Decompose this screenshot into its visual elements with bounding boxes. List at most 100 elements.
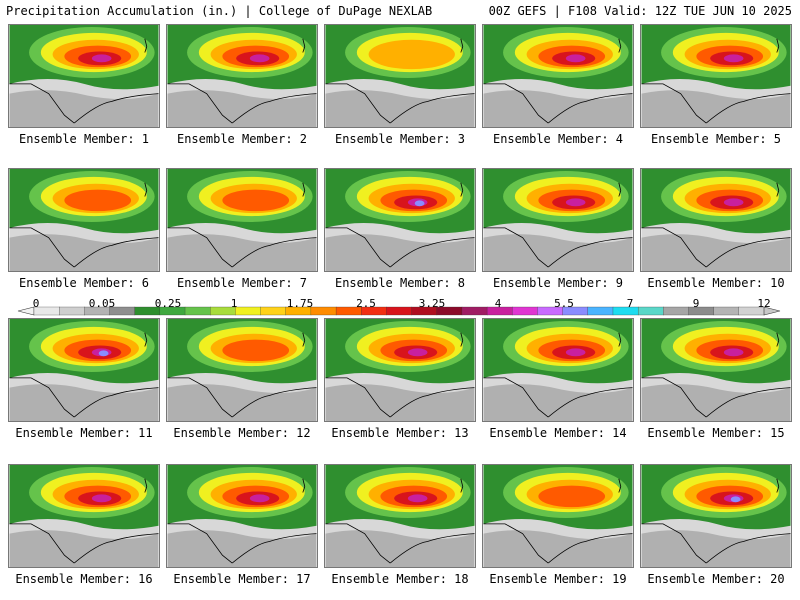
lake-outline bbox=[776, 478, 780, 493]
lake-outline bbox=[302, 478, 306, 493]
ensemble-panel: Ensemble Member: 9 bbox=[482, 168, 634, 292]
lake-outline bbox=[776, 332, 780, 347]
ensemble-member-label: Ensemble Member: 17 bbox=[173, 572, 311, 586]
colorbar-tick-label: 12 bbox=[757, 297, 771, 310]
state-border bbox=[325, 523, 391, 564]
precip-field bbox=[483, 169, 633, 271]
precip-field bbox=[641, 465, 791, 567]
ensemble-panel: Ensemble Member: 6 bbox=[8, 168, 160, 292]
ensemble-panel: Ensemble Member: 14 bbox=[482, 318, 634, 442]
precip-field bbox=[325, 25, 475, 127]
colorbar-tick-label: 0.25 bbox=[154, 297, 182, 310]
precip-field bbox=[641, 25, 791, 127]
state-border bbox=[9, 227, 75, 268]
colorbar-tick-label: 1.75 bbox=[286, 297, 314, 310]
ensemble-panel: Ensemble Member: 15 bbox=[640, 318, 792, 442]
lake-outline bbox=[618, 332, 622, 347]
coastline bbox=[73, 237, 159, 268]
ensemble-member-label: Ensemble Member: 20 bbox=[647, 572, 785, 586]
lake-outline bbox=[460, 332, 464, 347]
precip-field bbox=[325, 465, 475, 567]
ensemble-panel: Ensemble Member: 16 bbox=[8, 464, 160, 588]
ensemble-panel: Ensemble Member: 18 bbox=[324, 464, 476, 588]
precip-map bbox=[640, 24, 792, 128]
precip-map bbox=[324, 24, 476, 128]
ensemble-member-label: Ensemble Member: 14 bbox=[489, 426, 627, 440]
precip-map bbox=[8, 168, 160, 272]
lake-outline bbox=[776, 182, 780, 197]
colorbar-swatch bbox=[235, 306, 262, 316]
precip-field bbox=[9, 169, 159, 271]
coastline bbox=[389, 93, 475, 124]
ensemble-panel: Ensemble Member: 20 bbox=[640, 464, 792, 588]
lake-outline bbox=[776, 38, 780, 53]
ensemble-member-label: Ensemble Member: 5 bbox=[650, 132, 782, 146]
coastline bbox=[231, 93, 317, 124]
ensemble-panel: Ensemble Member: 5 bbox=[640, 24, 792, 148]
colorbar-swatch bbox=[260, 306, 287, 316]
colorbar-swatch bbox=[310, 306, 337, 316]
coastline bbox=[547, 237, 633, 268]
lake-outline bbox=[460, 182, 464, 197]
colorbar-swatch bbox=[386, 306, 413, 316]
precip-map bbox=[8, 318, 160, 422]
precip-map bbox=[482, 318, 634, 422]
precip-map bbox=[640, 464, 792, 568]
colorbar-swatch bbox=[512, 306, 538, 316]
precip-field bbox=[483, 25, 633, 127]
lake-outline bbox=[144, 478, 148, 493]
ensemble-panel: Ensemble Member: 3 bbox=[324, 24, 476, 148]
colorbar-swatch bbox=[184, 306, 211, 316]
lake-outline bbox=[302, 38, 306, 53]
lake-outline bbox=[302, 182, 306, 197]
precip-field bbox=[167, 25, 317, 127]
coastline bbox=[547, 93, 633, 124]
coastline bbox=[705, 237, 791, 268]
colorbar-max-arrow bbox=[763, 306, 781, 316]
ensemble-panel: Ensemble Member: 1 bbox=[8, 24, 160, 148]
lake-outline bbox=[144, 38, 148, 53]
state-border bbox=[167, 377, 233, 418]
precip-map bbox=[482, 464, 634, 568]
colorbar-swatch bbox=[713, 306, 740, 316]
precip-field bbox=[641, 319, 791, 421]
colorbar-min-arrow bbox=[17, 306, 35, 316]
ensemble-panel: Ensemble Member: 13 bbox=[324, 318, 476, 442]
ensemble-panel: Ensemble Member: 2 bbox=[166, 24, 318, 148]
coastline bbox=[231, 533, 317, 564]
ensemble-member-label: Ensemble Member: 10 bbox=[647, 276, 785, 290]
precip-map bbox=[166, 24, 318, 128]
precip-map bbox=[166, 464, 318, 568]
coastline bbox=[73, 533, 159, 564]
precip-map bbox=[324, 464, 476, 568]
state-border bbox=[483, 377, 549, 418]
coastline bbox=[73, 387, 159, 418]
coastline bbox=[547, 533, 633, 564]
ensemble-panel: Ensemble Member: 7 bbox=[166, 168, 318, 292]
ensemble-member-label: Ensemble Member: 11 bbox=[15, 426, 153, 440]
ensemble-member-label: Ensemble Member: 19 bbox=[489, 572, 627, 586]
lake-outline bbox=[302, 332, 306, 347]
precip-map bbox=[8, 464, 160, 568]
colorbar-tick-label: 0.05 bbox=[88, 297, 116, 310]
ensemble-panel: Ensemble Member: 19 bbox=[482, 464, 634, 588]
lake-outline bbox=[618, 182, 622, 197]
ensemble-panel: Ensemble Member: 10 bbox=[640, 168, 792, 292]
state-border bbox=[641, 227, 707, 268]
precip-field bbox=[167, 465, 317, 567]
ensemble-member-label: Ensemble Member: 15 bbox=[647, 426, 785, 440]
colorbar-tick-label: 7 bbox=[626, 297, 634, 310]
ensemble-member-label: Ensemble Member: 18 bbox=[331, 572, 469, 586]
state-border bbox=[483, 83, 549, 124]
ensemble-panel: Ensemble Member: 4 bbox=[482, 24, 634, 148]
precip-field bbox=[325, 319, 475, 421]
colorbar-swatch bbox=[637, 306, 664, 316]
precip-field bbox=[167, 319, 317, 421]
precip-map bbox=[166, 168, 318, 272]
precip-colorbar bbox=[17, 306, 781, 316]
state-border bbox=[167, 523, 233, 564]
colorbar-tick-label: 1 bbox=[230, 297, 238, 310]
coastline bbox=[389, 387, 475, 418]
coastline bbox=[705, 93, 791, 124]
precip-map bbox=[324, 168, 476, 272]
